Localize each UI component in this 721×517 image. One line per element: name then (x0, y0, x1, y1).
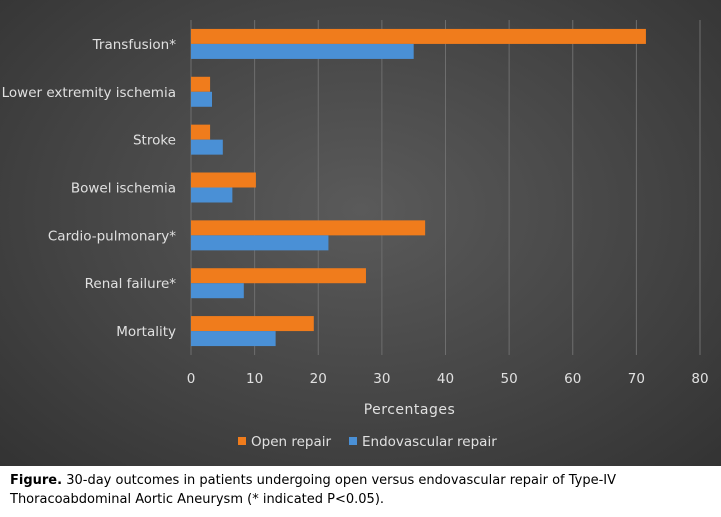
chart-panel: Transfusion* Lower extremity ischemia Stro… (0, 0, 721, 466)
x-tick-label-7: 70 (628, 371, 645, 387)
bar-endovascular-repair-1 (191, 91, 212, 107)
category-label-4: Cardio-pulmonary* (48, 228, 176, 244)
caption-text: 30-day outcomes in patients undergoing o… (10, 473, 617, 507)
category-label-0: Transfusion* (92, 37, 177, 53)
x-tick-label-6: 60 (564, 371, 581, 387)
category-label-5: Renal failure* (85, 276, 177, 292)
bar-endovascular-repair-4 (191, 235, 329, 251)
category-label-1: Lower extremity ischemia (2, 85, 176, 101)
bar-endovascular-repair-5 (191, 283, 244, 299)
bar-chart: Transfusion* Lower extremity ischemia Stro… (2, 20, 709, 450)
figure-caption: Figure. 30-day outcomes in patients unde… (10, 471, 710, 509)
legend-swatch-endovascular-repair (349, 437, 357, 445)
bar-open-repair-5 (191, 268, 366, 284)
legend-label-endovascular-repair: Endovascular repair (362, 434, 497, 450)
bar-open-repair-4 (191, 220, 426, 236)
x-axis-title: Percentages (364, 402, 456, 418)
bar-endovascular-repair-3 (191, 187, 233, 203)
x-tick-label-8: 80 (691, 371, 708, 387)
bar-endovascular-repair-6 (191, 331, 276, 347)
bar-open-repair-0 (191, 28, 646, 44)
bar-open-repair-3 (191, 172, 256, 188)
category-label-2: Stroke (133, 133, 176, 149)
bar-endovascular-repair-2 (191, 139, 223, 155)
x-tick-label-1: 10 (246, 371, 263, 387)
bar-open-repair-6 (191, 316, 314, 332)
legend-label-open-repair: Open repair (251, 434, 332, 450)
x-tick-label-3: 30 (373, 371, 390, 387)
caption-label: Figure. (10, 473, 63, 488)
x-tick-label-2: 20 (310, 371, 327, 387)
legend-swatch-open-repair (238, 437, 246, 445)
category-label-6: Mortality (116, 324, 176, 340)
x-tick-label-0: 0 (187, 371, 196, 387)
bar-endovascular-repair-0 (191, 43, 414, 59)
bar-open-repair-1 (191, 76, 211, 92)
category-label-3: Bowel ischemia (71, 181, 176, 197)
x-tick-label-5: 50 (501, 371, 518, 387)
bar-open-repair-2 (191, 124, 211, 140)
x-tick-label-4: 40 (437, 371, 454, 387)
